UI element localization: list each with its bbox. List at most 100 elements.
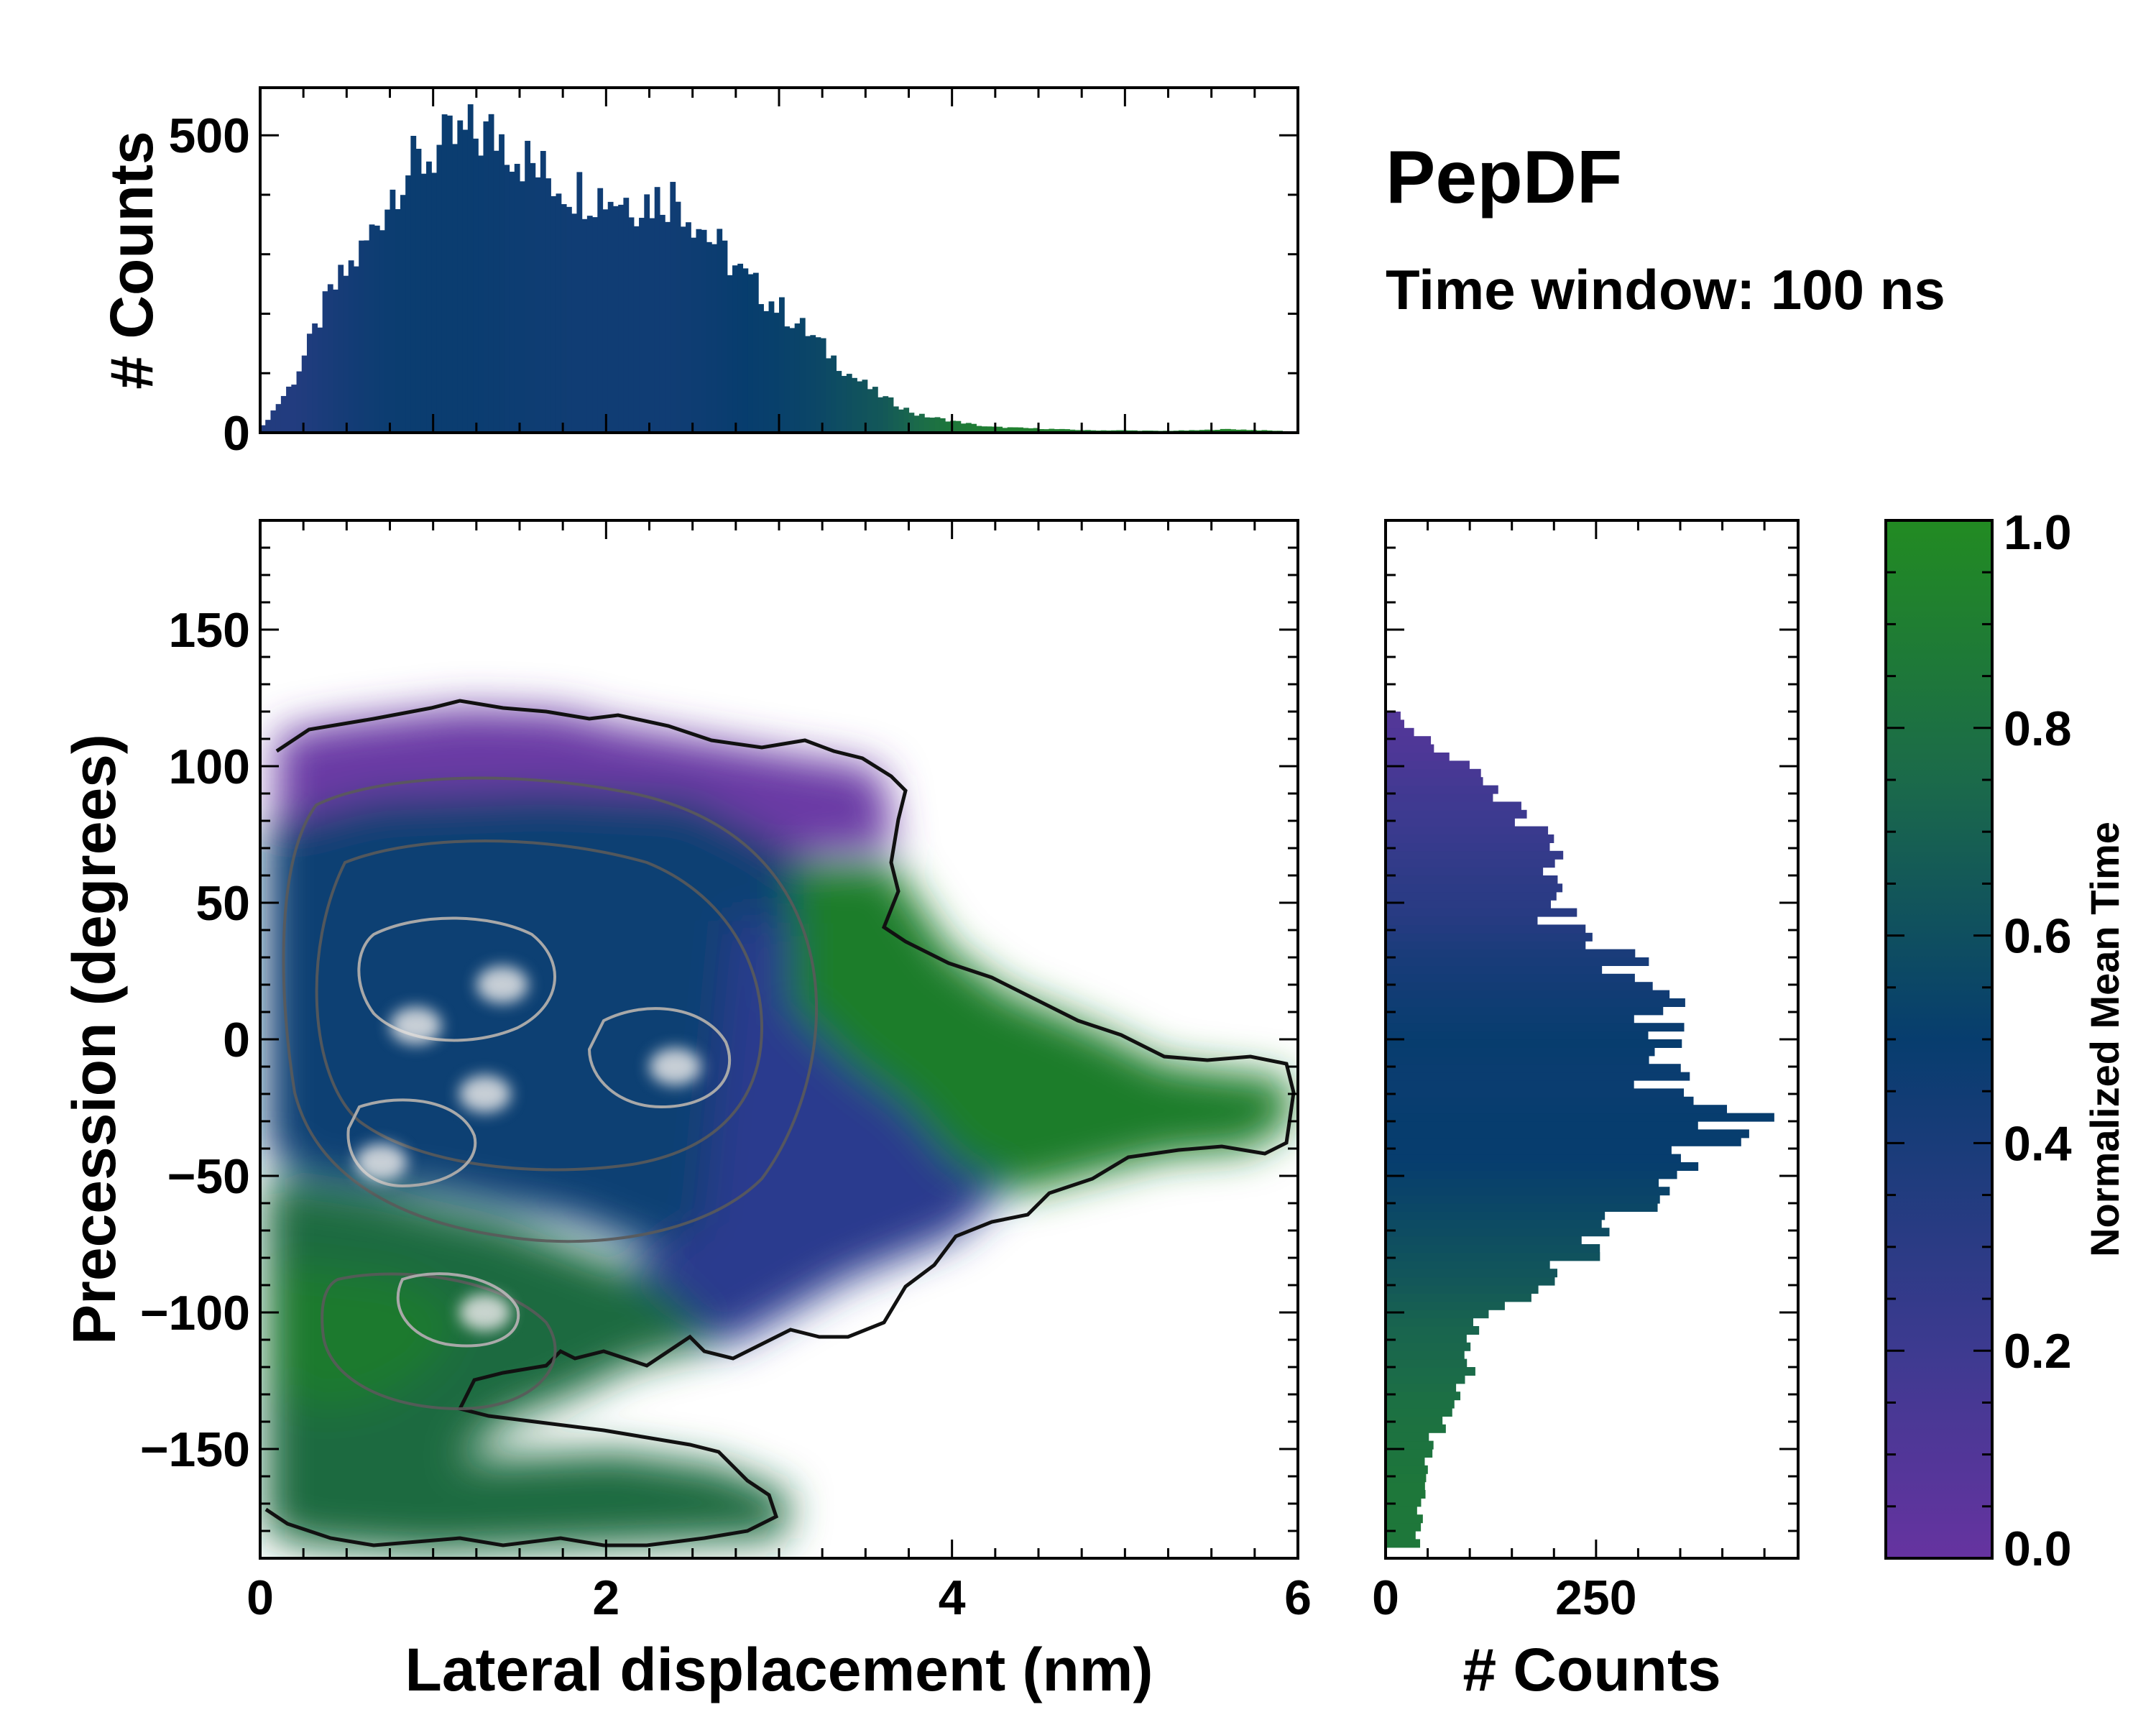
top-histogram-bar — [717, 229, 723, 433]
right-histogram-bar — [1386, 1481, 1425, 1491]
top-histogram-bar — [711, 244, 717, 433]
top-histogram-bar — [649, 218, 655, 433]
top-histogram-bar — [758, 304, 764, 433]
right-histogram-bars — [1386, 712, 1774, 1548]
top-histogram-bar — [934, 417, 941, 433]
right-histogram-bar — [1386, 1473, 1427, 1483]
right-histogram-bar — [1386, 859, 1555, 868]
top-histogram-bar — [410, 136, 417, 433]
top-histogram-bar — [1012, 427, 1018, 433]
right-histogram-bar — [1386, 1047, 1655, 1057]
right-histogram-bar — [1386, 1539, 1421, 1548]
right-histogram-bar — [1386, 1195, 1660, 1204]
top-histogram-bar — [659, 214, 665, 433]
top-histogram-bar — [561, 204, 567, 433]
right-histogram-x-tick-labels: 0 250 — [1372, 1570, 1637, 1625]
right-histogram-bar — [1386, 1424, 1446, 1433]
top-histogram-bar — [359, 240, 364, 433]
right-histogram-bar — [1386, 908, 1577, 917]
top-histogram-bar — [1054, 429, 1060, 433]
right-histogram-bar — [1386, 1072, 1690, 1081]
top-histogram-bar — [1033, 428, 1039, 433]
top-histogram-bar — [789, 328, 796, 433]
top-histogram-bar — [1023, 428, 1029, 433]
main-2d-histogram: 0 2 4 6 150 100 50 0 −50 −100 −150 Lateral displa… — [60, 519, 1312, 1703]
right-histogram-bar — [1386, 1260, 1550, 1269]
right-histogram-bar — [1386, 867, 1544, 876]
right-histogram-bar — [1386, 941, 1586, 950]
right-histogram-bar — [1386, 1269, 1557, 1278]
top-histogram-bar — [696, 229, 702, 433]
top-histogram-bar — [540, 151, 546, 433]
top-histogram-bar — [727, 275, 733, 433]
right-histogram-bar — [1386, 1137, 1741, 1146]
top-histogram-bar — [732, 265, 738, 433]
top-histogram-bar — [670, 182, 676, 433]
top-histogram-bar — [467, 104, 474, 433]
top-histogram-bar — [504, 165, 510, 433]
top-histogram-bar — [836, 371, 842, 433]
top-histogram-bar — [924, 417, 930, 433]
top-histogram-bar — [327, 284, 333, 433]
contour-level-7 — [396, 1272, 520, 1348]
top-histogram-y-tick-labels: 0 500 — [169, 109, 250, 461]
heatmap-regions — [266, 708, 1294, 1552]
right-histogram-bar — [1386, 1383, 1457, 1392]
top-histogram-bar — [872, 387, 878, 433]
top-histogram-bars — [260, 104, 1299, 433]
main-plot-y-tick-label: −100 — [140, 1286, 250, 1340]
right-histogram-bar — [1386, 1375, 1465, 1384]
right-histogram-bar — [1386, 965, 1603, 975]
contour-level-4 — [357, 916, 557, 1042]
top-histogram-ticks — [259, 88, 1299, 434]
right-histogram-bar — [1386, 1203, 1658, 1212]
right-histogram-bar — [1386, 712, 1401, 720]
right-histogram-bar — [1386, 850, 1564, 860]
right-histogram-bar — [1386, 794, 1493, 802]
top-histogram-bar — [883, 396, 889, 433]
top-histogram-bar — [265, 420, 272, 433]
right-histogram-bar — [1386, 1121, 1698, 1130]
top-histogram-bar — [633, 226, 640, 433]
right-histogram-bar — [1386, 1096, 1694, 1105]
top-histogram-bar — [499, 134, 505, 433]
main-plot-y-tick-label: 0 — [223, 1013, 250, 1067]
top-histogram-bar — [514, 163, 520, 433]
right-histogram-bar — [1386, 1244, 1600, 1253]
density-peak — [459, 1294, 511, 1331]
right-histogram-bar — [1386, 1522, 1422, 1532]
main-plot-y-tick-label: 150 — [169, 603, 250, 658]
top-histogram-bar — [929, 418, 936, 433]
colorbar-tick-label: 0.2 — [2004, 1324, 2072, 1379]
top-histogram-bar — [441, 114, 448, 433]
figure-subtitle: Time window: 100 ns — [1386, 258, 1945, 321]
top-histogram-bar — [597, 188, 604, 433]
right-histogram-bar — [1386, 1310, 1489, 1319]
top-histogram-bar — [997, 426, 1003, 433]
top-histogram-bar — [457, 120, 464, 433]
region-lower-band — [266, 1179, 791, 1552]
right-histogram-bar — [1386, 990, 1670, 999]
top-histogram-bar — [566, 206, 572, 433]
right-histogram-bar — [1386, 998, 1685, 1007]
top-histogram-bar — [737, 263, 744, 433]
contour-level-1 — [282, 776, 819, 1243]
top-histogram-bar — [950, 420, 957, 433]
top-histogram-bar — [374, 225, 380, 433]
top-histogram-bar — [773, 313, 780, 433]
colorbar-tick-label: 0.6 — [2004, 909, 2072, 964]
top-histogram-bar — [675, 201, 681, 433]
right-histogram-bar — [1386, 1342, 1471, 1351]
top-histogram-bar — [280, 395, 287, 433]
main-plot-y-tick-labels: 150 100 50 0 −50 −100 −150 — [140, 603, 250, 1477]
density-peak — [355, 1144, 407, 1181]
top-histogram-bar — [654, 187, 660, 433]
top-histogram-bar — [493, 150, 499, 433]
top-histogram-bar — [623, 198, 630, 433]
right-histogram-bar — [1386, 932, 1593, 942]
top-histogram-bar — [779, 297, 785, 433]
right-histogram-bar — [1386, 900, 1551, 909]
right-histogram-x-tick-label: 0 — [1372, 1570, 1399, 1625]
right-histogram-xlabel: # Counts — [1462, 1636, 1720, 1703]
right-histogram-bar — [1386, 809, 1527, 819]
